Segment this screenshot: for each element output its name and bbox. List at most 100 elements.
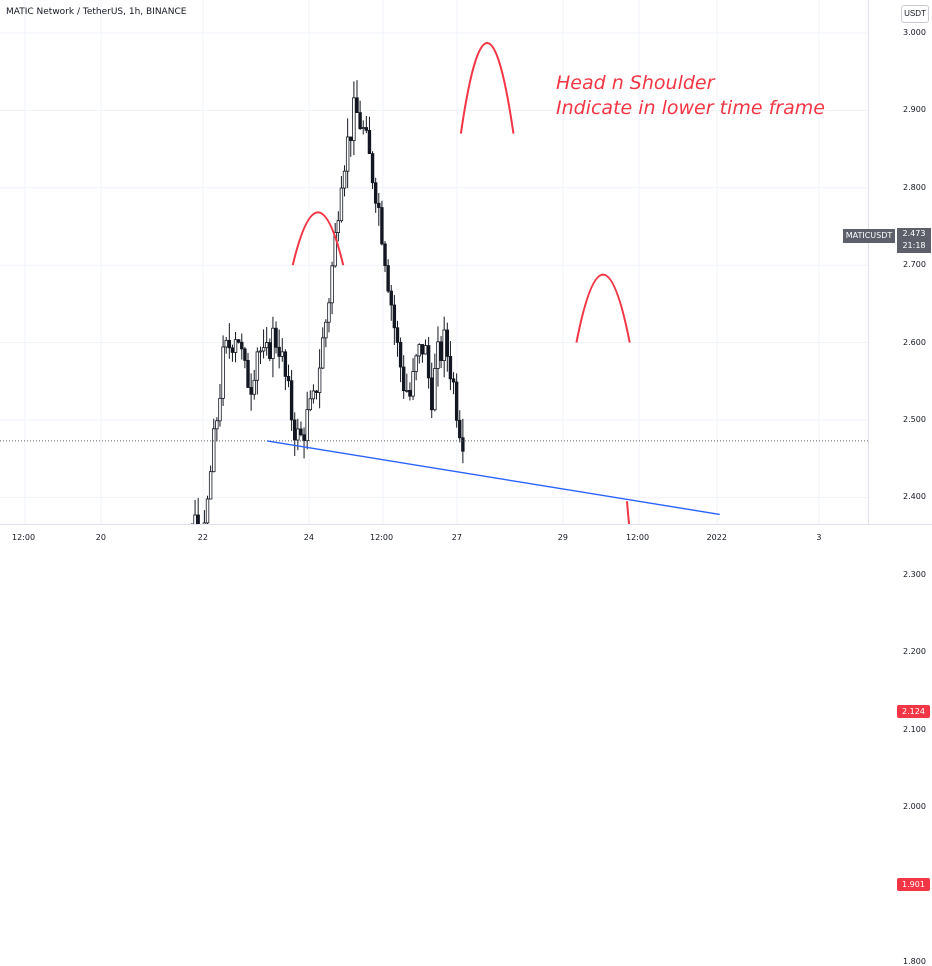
candle-body (218, 397, 222, 422)
candle-body (442, 329, 446, 361)
price-chart[interactable] (0, 0, 932, 550)
price-scale[interactable] (868, 0, 932, 524)
candle-body (355, 97, 359, 114)
candle-body (439, 341, 443, 361)
candle-body (461, 437, 465, 452)
candle-body (370, 153, 375, 184)
candle-body (268, 342, 272, 359)
candle-body (377, 202, 381, 208)
candle-body (252, 379, 256, 395)
x-tick-label: 27 (451, 533, 462, 542)
candle-body (311, 390, 316, 400)
candle-body (314, 390, 319, 393)
candle-body (227, 339, 232, 349)
candle-body (296, 428, 300, 441)
candle-body (349, 136, 353, 141)
candle-body (342, 170, 347, 189)
y-tick-label: 2.900 (903, 105, 926, 115)
y-tick-label: 2.300 (903, 569, 926, 579)
y-tick-label: 2.700 (903, 260, 926, 270)
candle-body (402, 366, 406, 391)
candle-body (445, 329, 450, 357)
target-price-marker: 2.124 (897, 705, 930, 719)
candle-body (345, 136, 350, 172)
x-tick-label: 2022 (706, 533, 727, 542)
candle-body (208, 471, 213, 500)
y-tick-label: 1.800 (903, 956, 926, 966)
candle-body (286, 375, 291, 382)
chart-grid (0, 0, 868, 524)
currency-badge[interactable]: USDT (901, 5, 929, 23)
candle-body (324, 321, 328, 339)
candle-body (408, 390, 412, 397)
candle-body (436, 341, 440, 369)
candle-body (305, 409, 309, 442)
candle-body (243, 348, 247, 361)
candle-body (423, 345, 428, 355)
x-tick-label: 12:00 (370, 533, 394, 542)
candle-body (392, 304, 397, 329)
candle-body (327, 302, 331, 323)
candle-body (293, 419, 297, 441)
y-tick-label: 2.400 (903, 492, 926, 502)
candle-body (451, 378, 456, 383)
candle-body (336, 220, 341, 233)
candle-body (380, 207, 384, 245)
candle-body (274, 327, 278, 348)
pattern-label-line2: Indicate in lower time frame (556, 97, 825, 119)
y-tick-label: 2.600 (903, 337, 926, 347)
head-arc (459, 42, 515, 134)
candle-body (271, 327, 275, 359)
candlestick-series (190, 80, 465, 550)
symbol-label: MATICUSDT (843, 229, 895, 243)
y-tick-label: 2.000 (903, 802, 926, 811)
candle-body (308, 398, 312, 411)
candle-body (383, 243, 387, 267)
candle-body (373, 182, 378, 204)
target-price-marker: 1.901 (897, 877, 930, 891)
candle-body (255, 351, 260, 381)
candle-body (458, 419, 462, 439)
drawing-overlay (266, 42, 720, 550)
left-shoulder-arc (291, 211, 345, 266)
candle-body (212, 428, 216, 473)
candle-body (205, 498, 210, 524)
candle-body (246, 359, 250, 388)
y-tick-label: 2.200 (903, 647, 926, 657)
candle-body (277, 346, 281, 357)
x-tick-label: 24 (303, 533, 314, 542)
chart-title: MATIC Network / TetherUS, 1h, BINANCE (6, 7, 187, 17)
candle-body (433, 368, 437, 411)
candle-body (330, 265, 334, 304)
x-tick-label: 20 (95, 533, 106, 542)
candle-body (405, 390, 409, 392)
candle-body (364, 127, 369, 131)
candle-body (398, 342, 403, 368)
candle-body (339, 187, 344, 222)
candle-body (430, 377, 434, 411)
candle-body (352, 97, 356, 141)
candle-body (299, 428, 303, 436)
candle-body (420, 344, 425, 355)
y-tick-label: 2.100 (903, 724, 926, 734)
candle-body (221, 346, 225, 399)
x-tick-label: 12:00 (626, 533, 650, 542)
candle-body (395, 327, 400, 343)
candle-body (426, 345, 431, 379)
candle-body (333, 232, 337, 267)
candle-body (411, 371, 415, 397)
candle-body (358, 112, 362, 130)
candle-body (264, 342, 269, 349)
candle-body (448, 356, 453, 380)
candle-body (258, 350, 263, 353)
bar-countdown: 21:18 (902, 241, 926, 250)
y-tick-label: 2.500 (903, 415, 926, 424)
candle-body (454, 381, 459, 421)
right-shoulder-arc (575, 273, 631, 343)
last-price-badge: 2.473 21:18 (897, 228, 931, 253)
time-scale[interactable] (0, 524, 932, 551)
candle-body (215, 420, 219, 430)
candle-body (240, 341, 244, 350)
x-tick-label: 12:00 (12, 533, 36, 542)
candle-body (261, 347, 266, 352)
